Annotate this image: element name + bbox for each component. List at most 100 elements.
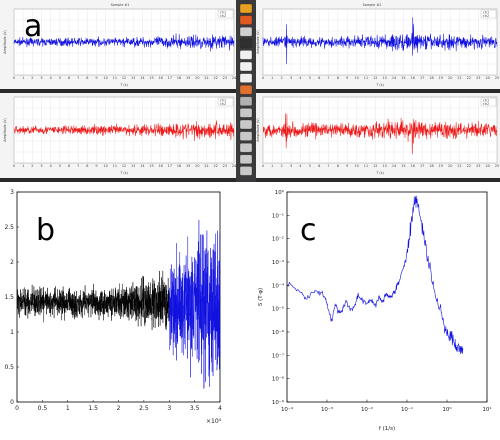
- x-tick-label: 15: [401, 164, 405, 168]
- window-icon[interactable]: [239, 143, 253, 153]
- x-tick-label: 6: [318, 76, 320, 80]
- x-tick-label: 7: [327, 76, 329, 80]
- x-tick-label: 2.5: [139, 405, 149, 412]
- x-tick-label: 0.5: [38, 405, 48, 412]
- firefox-icon[interactable]: [239, 15, 253, 25]
- x-tick-label: 4: [50, 76, 52, 80]
- window-icon[interactable]: [239, 154, 253, 164]
- window-icon[interactable]: [239, 119, 253, 130]
- x-tick-label: 21: [457, 76, 461, 80]
- x-tick-label: 12: [122, 76, 126, 80]
- y-tick-label: 2: [10, 259, 14, 266]
- x-tick-label: 4: [218, 405, 222, 412]
- browser-icon[interactable]: [239, 3, 253, 14]
- x-tick-label: 17: [420, 76, 424, 80]
- x-tick-label: 13: [131, 164, 135, 168]
- x-tick-label: 7: [327, 164, 329, 168]
- series-line-ch1: [262, 17, 498, 65]
- document-icon[interactable]: [239, 50, 253, 60]
- spectrum-line: [286, 195, 464, 354]
- x-tick-label: 19: [439, 164, 443, 168]
- x-tick-label: 22: [214, 76, 218, 80]
- y-axis-label: S (T·φ): [258, 288, 264, 306]
- x-tick-label: 0: [13, 164, 15, 168]
- x-tick-label: 2: [281, 164, 283, 168]
- x-tick-label: 18: [429, 76, 433, 80]
- chart-b: 0 0.5 1 1.5 2 2.5 3 3.5 4 0 0.5 1 1.5 2 2.5 3 ×10⁴ b: [4, 189, 222, 425]
- legend: ch1 ch2: [217, 97, 234, 107]
- x-axis-label: T (s): [119, 83, 128, 87]
- y-tick-label: 10⁻²: [272, 236, 284, 243]
- plot-title: Sample #1: [111, 3, 130, 7]
- x-tick-label: 8: [337, 164, 339, 168]
- x-tick-label: 18: [177, 76, 181, 80]
- x-tick-label: 18: [429, 164, 433, 168]
- x-tick-label: 25: [495, 164, 499, 168]
- window-icon[interactable]: [239, 131, 253, 141]
- x-tick-label: 5: [59, 76, 61, 80]
- x-tick-label: 8: [86, 164, 88, 168]
- x-tick-label: 24: [232, 164, 236, 168]
- x-tick-label: 10: [354, 76, 358, 80]
- y-tick-label: 3: [10, 189, 14, 196]
- document-icon[interactable]: [239, 61, 253, 72]
- x-tick-label: 19: [186, 164, 190, 168]
- matlab-icon[interactable]: [239, 85, 253, 95]
- x-tick-label: 23: [223, 76, 227, 80]
- x-tick-label: 11: [113, 164, 117, 168]
- terminal-icon[interactable]: [239, 38, 253, 48]
- settings-icon[interactable]: [239, 96, 253, 106]
- x-tick-label: 24: [485, 76, 489, 80]
- x-tick-label: 4: [299, 164, 301, 168]
- x-tick-label: 8: [86, 76, 88, 80]
- x-tick-label: 16: [411, 164, 415, 168]
- y-tick-label: 10⁻⁸: [272, 376, 285, 383]
- x-tick-label: 3: [290, 76, 292, 80]
- x-tick-label: 5: [59, 164, 61, 168]
- x-tick-label: 22: [467, 164, 471, 168]
- window-icon[interactable]: [239, 166, 253, 176]
- x-tick-label: 2: [281, 76, 283, 80]
- y-tick-label: 10⁰: [275, 189, 285, 196]
- x-tick-label: 2: [31, 164, 33, 168]
- x-tick-label: 14: [140, 164, 144, 168]
- x-axis-label: f (1/s): [379, 426, 395, 432]
- legend-entry: ch2: [483, 102, 489, 106]
- x-tick-label: 9: [95, 164, 97, 168]
- y-tick-label: 10⁻⁵: [272, 306, 284, 313]
- chart-sample1-ch2: 0 1 2 3 4 5 6 7 8 9 10 11 12 13 14 15 16 17 18 19 20 21 22 23 24…: [0, 93, 236, 178]
- x-tick-label: 18: [177, 164, 181, 168]
- files-icon[interactable]: [239, 27, 253, 37]
- x-tick-label: 20: [195, 164, 199, 168]
- x-tick-label: 1: [271, 76, 273, 80]
- legend-entry: ch2: [220, 102, 226, 106]
- x-tick-label: 20: [195, 76, 199, 80]
- x-tick-label: 10⁰: [442, 406, 452, 413]
- series-line-ch1: [13, 33, 235, 52]
- x-tick-label: 14: [140, 76, 144, 80]
- panel-letter-b: b: [36, 213, 55, 248]
- window-icon[interactable]: [239, 108, 253, 118]
- x-tick-label: 24: [232, 76, 236, 80]
- x-tick-label: 13: [131, 76, 135, 80]
- series-line-blue: [169, 220, 221, 389]
- y-tick-label: 10⁻⁹: [272, 399, 284, 406]
- x-tick-label: 3: [290, 164, 292, 168]
- series-line-black: [16, 270, 170, 331]
- legend-entry: ch1: [483, 11, 489, 15]
- x-tick-label: 0: [13, 76, 15, 80]
- x-tick-label: 3: [40, 76, 42, 80]
- legend-entry: ch1: [220, 99, 226, 103]
- x-tick-label: 0: [262, 164, 264, 168]
- x-multiplier: ×10⁴: [206, 418, 222, 425]
- x-tick-label: 10⁻³: [321, 406, 333, 413]
- panel-a: Sample #1 0 1 2 3 4 5 6 7 8 9 10 11 12 13 14 15 16 17 18 19…: [0, 0, 500, 182]
- x-tick-label: 21: [204, 164, 208, 168]
- document-icon[interactable]: [239, 73, 253, 83]
- x-tick-label: 12: [373, 164, 377, 168]
- x-tick-label: 5: [309, 76, 311, 80]
- x-tick-label: 9: [346, 76, 348, 80]
- y-tick-label: 1: [10, 329, 14, 336]
- x-tick-label: 9: [95, 76, 97, 80]
